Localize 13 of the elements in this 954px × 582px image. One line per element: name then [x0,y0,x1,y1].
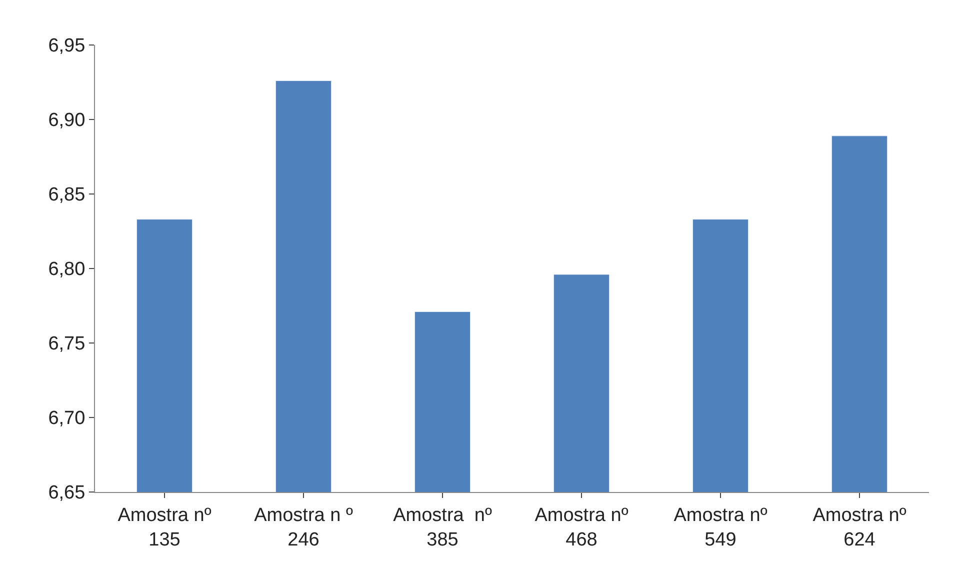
x-tick-label: Amostra nº 624 [812,504,906,550]
x-tick-label: Amostra nº 468 [534,504,628,550]
y-tick-label: 6,90 [48,110,86,132]
x-tick-label: Amostra n º 246 [254,504,353,550]
x-tick-label: Amostra nº 135 [118,504,212,550]
y-tick-label: 6,70 [48,408,86,430]
y-tick-label: 6,65 [48,482,86,504]
x-tick-label: Amostra nº 385 [393,504,492,550]
y-tick-label: 6,85 [48,184,86,206]
y-tick-label: 6,80 [48,259,86,280]
y-tick-label: 6,75 [48,334,86,355]
x-tick-label: Amostra nº 549 [674,504,768,550]
y-tick-label: 6,95 [48,36,86,57]
